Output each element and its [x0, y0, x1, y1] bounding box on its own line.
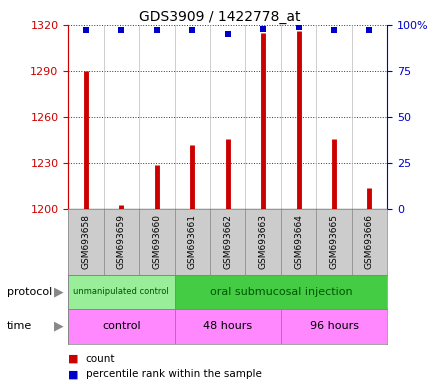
Text: GSM693660: GSM693660 [152, 214, 161, 270]
Text: percentile rank within the sample: percentile rank within the sample [86, 369, 262, 379]
Text: GSM693666: GSM693666 [365, 214, 374, 270]
Text: ■: ■ [68, 354, 79, 364]
Text: GSM693658: GSM693658 [81, 214, 91, 270]
Text: GDS3909 / 1422778_at: GDS3909 / 1422778_at [139, 10, 301, 23]
Bar [175, 275, 387, 309]
Text: time: time [7, 321, 32, 331]
Text: count: count [86, 354, 115, 364]
Text: GSM693661: GSM693661 [188, 214, 197, 270]
Text: 48 hours: 48 hours [203, 321, 252, 331]
Text: ▶: ▶ [54, 285, 64, 298]
Bar [68, 309, 175, 344]
Text: GSM693662: GSM693662 [223, 215, 232, 269]
Text: ■: ■ [68, 369, 79, 379]
Text: GSM693664: GSM693664 [294, 215, 303, 269]
Text: GSM693663: GSM693663 [259, 214, 268, 270]
Text: 96 hours: 96 hours [309, 321, 359, 331]
Bar [281, 309, 387, 344]
Text: oral submucosal injection: oral submucosal injection [209, 287, 352, 297]
Bar [175, 309, 281, 344]
Text: unmanipulated control: unmanipulated control [73, 287, 169, 296]
Text: control: control [102, 321, 141, 331]
Text: GSM693659: GSM693659 [117, 214, 126, 270]
Bar [68, 275, 175, 309]
Text: ▶: ▶ [54, 320, 64, 333]
Text: protocol: protocol [7, 287, 52, 297]
Text: GSM693665: GSM693665 [330, 214, 338, 270]
